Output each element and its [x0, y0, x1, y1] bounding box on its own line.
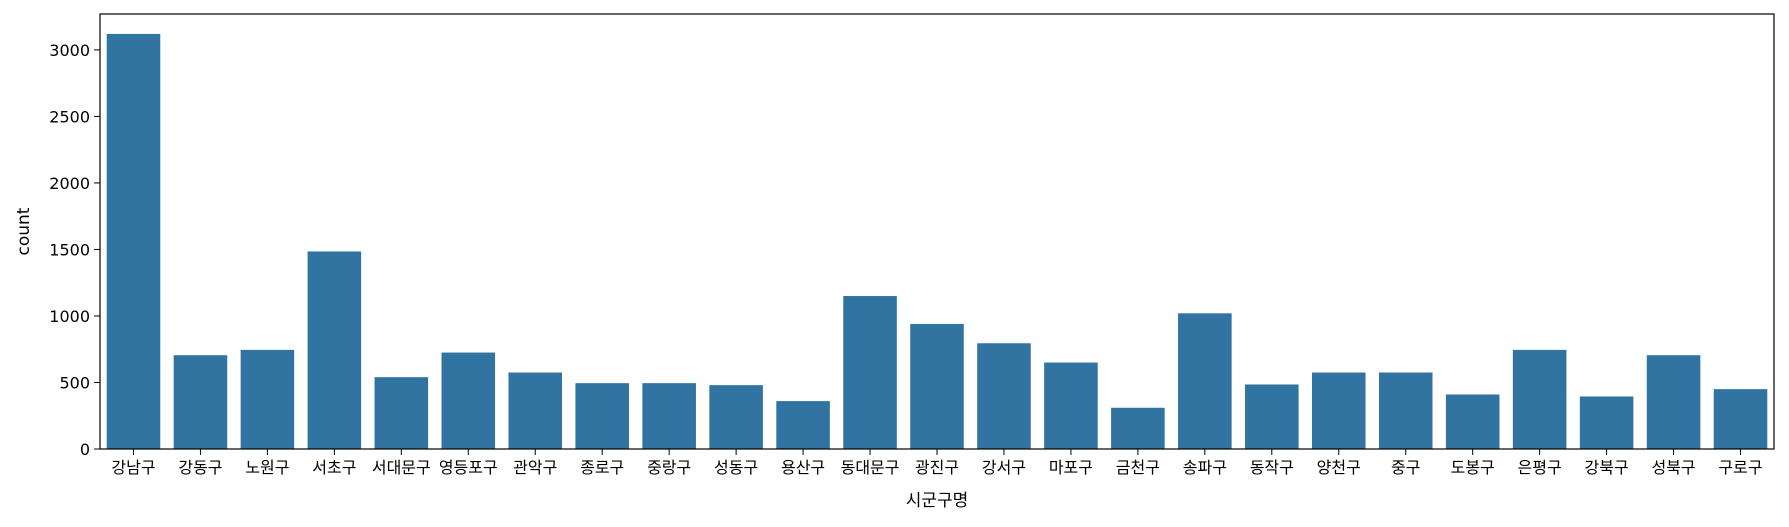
x-tick-label: 용산구 [781, 458, 825, 477]
bar-강남구 [106, 33, 161, 449]
y-tick-label: 3000 [49, 41, 90, 60]
bar-영등포구 [441, 352, 496, 449]
x-tick-label: 종로구 [580, 458, 624, 477]
bar-서초구 [307, 251, 362, 449]
bar-강서구 [977, 343, 1031, 449]
x-tick-label: 마포구 [1049, 458, 1093, 477]
bar-용산구 [776, 401, 830, 449]
x-tick-label: 은평구 [1518, 458, 1562, 477]
y-tick-label: 0 [80, 440, 90, 459]
x-axis: 강남구 강동구 노원구 서초구 서대문구 영등포구 관악구 종로구 중랑구 성동구 용산구 동대문구 광… [111, 449, 1763, 477]
x-tick-label: 성동구 [714, 458, 758, 477]
bar-강동구 [173, 355, 228, 449]
bar-중랑구 [642, 383, 696, 449]
y-axis: 0 500 1000 1500 2000 2500 3000 [49, 41, 100, 459]
bars-group [106, 33, 1768, 449]
y-axis-label: count [14, 207, 34, 255]
x-tick-label: 관악구 [513, 458, 557, 477]
plot-frame [99, 13, 1775, 450]
bar-강북구 [1579, 396, 1634, 449]
x-axis-label: 시군구명 [906, 491, 969, 511]
bar-관악구 [508, 372, 563, 449]
bar-중구 [1378, 372, 1433, 449]
bar-동대문구 [843, 296, 897, 449]
y-tick-label: 2500 [49, 107, 90, 126]
bar-마포구 [1044, 362, 1098, 449]
x-tick-label: 동작구 [1250, 458, 1294, 477]
bar-노원구 [240, 349, 295, 449]
x-tick-label: 서대문구 [372, 458, 431, 477]
x-tick-label: 양천구 [1317, 458, 1361, 477]
x-tick-label: 서초구 [312, 458, 356, 477]
bar-성북구 [1646, 355, 1701, 449]
bar-송파구 [1178, 313, 1232, 449]
x-tick-label: 영등포구 [439, 458, 498, 477]
x-tick-label: 강동구 [178, 458, 222, 477]
x-tick-label: 성북구 [1651, 458, 1695, 477]
bar-성동구 [709, 385, 763, 449]
bar-양천구 [1311, 372, 1366, 449]
y-tick-label: 1000 [49, 307, 90, 326]
x-tick-label: 광진구 [915, 458, 959, 477]
bar-광진구 [910, 323, 964, 449]
bar-금천구 [1111, 407, 1165, 449]
bar-서대문구 [374, 377, 429, 449]
x-tick-label: 강서구 [982, 458, 1026, 477]
x-tick-label: 구로구 [1718, 458, 1762, 477]
bar-동작구 [1245, 384, 1299, 449]
y-tick-label: 500 [59, 373, 90, 392]
x-tick-label: 강북구 [1585, 458, 1629, 477]
x-tick-label: 중구 [1391, 458, 1420, 477]
x-tick-label: 강남구 [111, 458, 155, 477]
bar-도봉구 [1445, 394, 1500, 449]
y-tick-label: 1500 [49, 240, 90, 259]
bar-구로구 [1713, 389, 1768, 449]
x-tick-label: 동대문구 [841, 458, 900, 477]
y-tick-label: 2000 [49, 174, 90, 193]
bar-종로구 [575, 383, 629, 449]
x-tick-label: 도봉구 [1451, 458, 1495, 477]
x-tick-label: 송파구 [1183, 458, 1227, 477]
bar-은평구 [1512, 349, 1567, 449]
x-tick-label: 중랑구 [647, 458, 691, 477]
x-tick-label: 노원구 [245, 458, 289, 477]
x-tick-label: 금천구 [1116, 458, 1160, 477]
